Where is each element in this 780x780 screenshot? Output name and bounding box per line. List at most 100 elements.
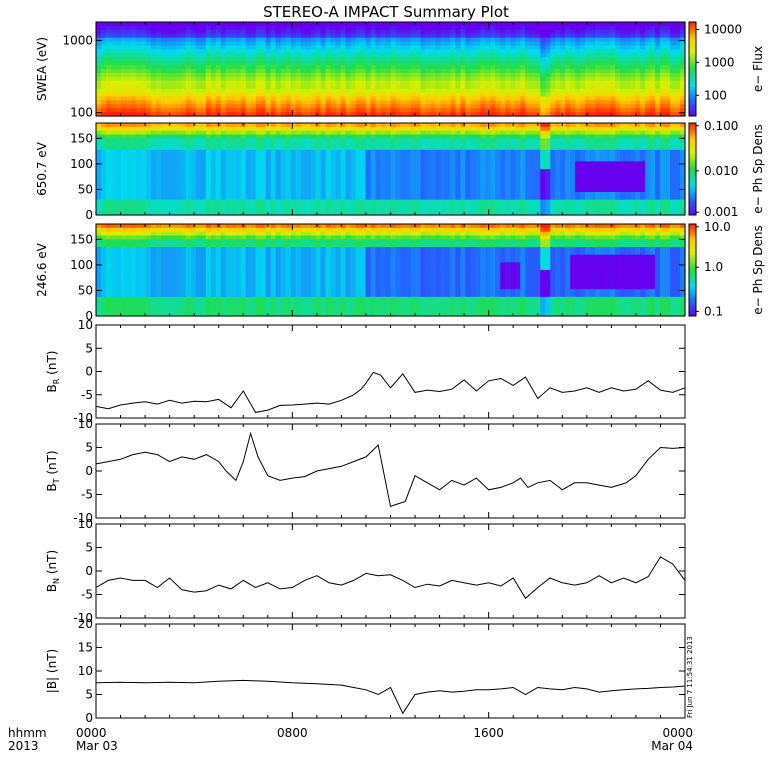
spectrogram-cell xyxy=(650,104,656,109)
spectrogram-cell xyxy=(110,76,117,82)
spectrogram-cell xyxy=(410,41,417,47)
spectrogram-cell xyxy=(300,76,307,82)
spectrogram-cell xyxy=(130,169,137,174)
spectrogram-cell xyxy=(500,188,506,193)
spectrogram-cell xyxy=(355,134,362,139)
spectrogram-cell xyxy=(150,146,157,151)
spectrogram-cell xyxy=(125,180,132,185)
spectrogram-cell xyxy=(500,211,506,216)
spectrogram-cell xyxy=(195,33,202,39)
spectrogram-cell xyxy=(365,112,372,117)
spectrogram-cell xyxy=(340,146,347,151)
spectrogram-cell xyxy=(245,108,252,113)
spectrogram-cell xyxy=(210,203,217,208)
spectrogram-cell xyxy=(110,169,117,174)
spectrogram-cell xyxy=(350,130,357,136)
spectrogram-cell xyxy=(190,176,197,182)
spectrogram-cell xyxy=(110,88,117,94)
spectrogram-cell xyxy=(475,172,481,178)
spectrogram-cell xyxy=(400,126,407,132)
spectrogram-cell xyxy=(435,29,442,35)
spectrogram-cell xyxy=(550,72,556,78)
spectrogram-cell xyxy=(470,180,476,185)
spectrogram-cell xyxy=(430,149,437,155)
spectrogram-cell xyxy=(385,84,392,90)
spectrogram-cell xyxy=(315,33,322,39)
spectrogram-cell xyxy=(440,112,447,117)
spectrogram-cell xyxy=(375,88,382,94)
spectrogram-cell xyxy=(195,142,202,147)
spectrogram-cell xyxy=(505,134,511,139)
spectrogram-cell xyxy=(300,195,307,201)
spectrogram-cell xyxy=(580,96,586,101)
spectrogram-cell xyxy=(205,134,212,139)
spectrogram-cell xyxy=(390,203,397,208)
spectrogram-cell xyxy=(415,25,422,31)
spectrogram-cell xyxy=(475,130,481,136)
spectrogram-cell xyxy=(315,84,322,90)
spectrogram-cell xyxy=(450,199,456,205)
spectrogram-cell xyxy=(220,169,227,174)
spectrogram-cell xyxy=(465,157,471,162)
spectrogram-cell xyxy=(210,169,217,174)
spectrogram-cell xyxy=(530,25,536,31)
spectrogram-cell xyxy=(105,153,112,159)
spectrogram-cell xyxy=(200,203,207,208)
spectrogram-cell xyxy=(385,134,392,139)
spectrogram-cell xyxy=(505,29,511,35)
spectrogram-cell xyxy=(370,165,377,170)
spectrogram-cell xyxy=(200,72,207,78)
spectrogram-cell xyxy=(420,100,427,105)
spectrogram-cell xyxy=(245,92,252,98)
spectrogram-cell xyxy=(635,69,641,74)
spectrogram-cell xyxy=(520,176,526,182)
spectrogram-cell xyxy=(125,199,132,205)
spectrogram-cell xyxy=(385,199,392,205)
spectrogram-cell xyxy=(240,165,247,170)
spectrogram-cell xyxy=(190,165,197,170)
spectrogram-cell xyxy=(470,138,476,143)
spectrogram-cell xyxy=(100,29,107,35)
spectrogram-cell xyxy=(225,146,232,151)
spectrogram-cell xyxy=(425,142,432,147)
spectrogram-cell xyxy=(680,65,686,70)
spectrogram-cell xyxy=(455,192,461,197)
spectrogram-cell xyxy=(520,203,526,208)
spectrogram-cell xyxy=(135,153,142,159)
spectrogram-cell xyxy=(115,61,122,66)
spectrogram-cell xyxy=(140,199,147,205)
spectrogram-cell xyxy=(465,207,471,212)
spectrogram-cell xyxy=(510,72,516,78)
spectrogram-cell xyxy=(360,130,367,136)
spectrogram-cell xyxy=(265,84,272,90)
spectrogram-cell xyxy=(150,61,157,66)
spectrogram-cell xyxy=(385,165,392,170)
spectrogram-cell xyxy=(215,142,222,147)
spectrogram-cell xyxy=(435,22,442,27)
spectrogram-cell xyxy=(320,134,327,139)
spectrogram-cell xyxy=(295,130,302,136)
spectrogram-cell xyxy=(155,211,162,216)
spectrogram-cell xyxy=(515,84,521,90)
spectrogram-cell xyxy=(125,207,132,212)
spectrogram-cell xyxy=(440,37,447,43)
spectrogram-cell xyxy=(450,172,456,178)
spectrogram-cell xyxy=(395,176,402,182)
spectrogram-cell xyxy=(180,176,187,182)
spectrogram-cell xyxy=(380,22,387,27)
spectrogram-cell xyxy=(105,61,112,66)
spectrogram-cell xyxy=(115,142,122,147)
spectrogram-cell xyxy=(250,165,257,170)
spectrogram-cell xyxy=(270,149,277,155)
spectrogram-cell xyxy=(445,203,451,208)
spectrogram-cell xyxy=(365,88,372,94)
spectrogram-cell xyxy=(485,172,491,178)
spectrogram-cell xyxy=(385,195,392,201)
spectrogram-cell xyxy=(140,37,147,43)
spectrogram-cell xyxy=(220,104,227,109)
spectrogram-cell xyxy=(550,57,556,62)
spectrogram-cell xyxy=(605,25,611,31)
spectrogram-cell xyxy=(560,41,566,47)
spectrogram-cell xyxy=(390,188,397,193)
spectrogram-cell xyxy=(435,180,442,185)
